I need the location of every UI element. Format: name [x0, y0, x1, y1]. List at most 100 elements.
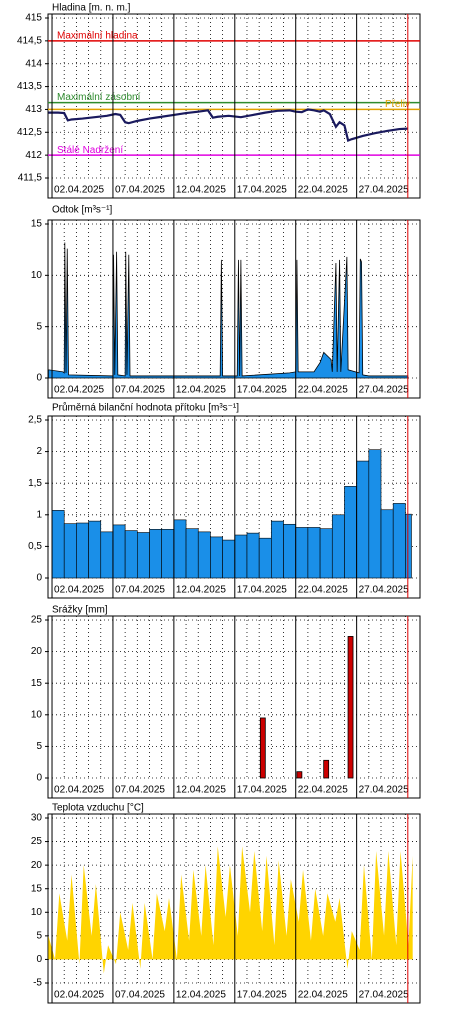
- reference-label: Maximální hladina: [57, 30, 138, 41]
- x-tick-label: 17.04.2025: [237, 785, 287, 796]
- bar: [295, 527, 309, 579]
- x-tick-label: 07.04.2025: [115, 585, 165, 596]
- x-tick-label: 27.04.2025: [359, 185, 409, 196]
- y-tick-label: 1: [36, 509, 42, 520]
- x-tick-label: 27.04.2025: [359, 990, 409, 1001]
- bar: [259, 717, 266, 779]
- chart-title: Průměrná bilanční hodnota přítoku [m³s⁻¹…: [52, 402, 239, 414]
- x-tick-label: 12.04.2025: [176, 185, 226, 196]
- bar: [271, 520, 284, 579]
- x-tick-label: 27.04.2025: [359, 785, 409, 796]
- area: [48, 846, 413, 974]
- plot-frame: [47, 415, 421, 599]
- x-tick-label: 07.04.2025: [115, 990, 165, 1001]
- x-tick-label: 17.04.2025: [237, 585, 287, 596]
- y-tick-label: 411,5: [18, 173, 43, 184]
- y-tick-label: 5: [36, 741, 42, 752]
- y-tick-label: 0,5: [28, 541, 42, 552]
- y-tick-label: 20: [31, 646, 43, 657]
- x-tick-label: 12.04.2025: [176, 990, 226, 1001]
- x-tick-label: 02.04.2025: [54, 385, 104, 396]
- y-tick-label: 415: [25, 13, 42, 24]
- y-tick-label: 2: [36, 446, 42, 457]
- x-tick-label: 17.04.2025: [237, 990, 287, 1001]
- plot-frame: [47, 219, 421, 399]
- x-tick-label: 07.04.2025: [115, 385, 165, 396]
- y-tick-label: 413: [25, 104, 42, 115]
- x-tick-label: 12.04.2025: [176, 785, 226, 796]
- y-tick-label: 414: [25, 58, 42, 69]
- bar: [137, 532, 150, 579]
- y-tick-label: 414,5: [17, 35, 42, 46]
- x-tick-label: 17.04.2025: [237, 385, 287, 396]
- y-tick-label: 15: [31, 219, 43, 230]
- bar: [258, 537, 272, 579]
- bar: [210, 536, 223, 579]
- bar: [197, 531, 211, 579]
- bar: [63, 523, 77, 579]
- bar: [283, 523, 297, 579]
- y-tick-label: 0: [36, 773, 42, 784]
- bar: [307, 527, 321, 579]
- x-tick-label: 27.04.2025: [359, 385, 409, 396]
- x-tick-label: 22.04.2025: [298, 990, 348, 1001]
- line: [48, 108, 408, 142]
- plot-frame: [47, 615, 421, 799]
- y-tick-label: 15: [31, 883, 43, 894]
- y-tick-label: 5: [36, 321, 42, 332]
- bar: [368, 449, 382, 579]
- bar: [149, 529, 162, 579]
- x-tick-label: 02.04.2025: [54, 785, 104, 796]
- bar: [356, 460, 370, 579]
- chart-title: Teplota vzduchu [°C]: [52, 803, 144, 814]
- area: [47, 242, 409, 379]
- bar: [405, 513, 412, 579]
- bar: [124, 530, 138, 579]
- y-tick-label: 20: [31, 860, 43, 871]
- reference-label: Stálé Nadržení: [57, 145, 123, 156]
- bar: [347, 636, 354, 779]
- y-tick-label: 15: [31, 678, 43, 689]
- x-tick-label: 27.04.2025: [359, 585, 409, 596]
- x-tick-label: 07.04.2025: [115, 185, 165, 196]
- reference-label: Maximální zásobní: [57, 92, 141, 103]
- plot-frame: [47, 813, 421, 1004]
- y-tick-label: 25: [31, 836, 43, 847]
- x-tick-label: 12.04.2025: [176, 385, 226, 396]
- bar: [100, 531, 114, 579]
- y-tick-label: 0: [36, 573, 42, 584]
- y-tick-label: 30: [31, 813, 43, 824]
- x-tick-label: 02.04.2025: [54, 185, 104, 196]
- bar: [222, 539, 236, 579]
- bar: [161, 529, 175, 579]
- bar: [51, 510, 65, 579]
- bar: [76, 522, 89, 579]
- x-tick-label: 12.04.2025: [176, 585, 226, 596]
- bar: [112, 524, 126, 579]
- chart-title: Hladina [m. n. m.]: [52, 3, 131, 14]
- y-tick-label: 10: [31, 270, 43, 281]
- bar: [88, 520, 102, 579]
- plot-frame: [47, 13, 421, 199]
- y-tick-label: 10: [31, 709, 43, 720]
- x-tick-label: 22.04.2025: [298, 185, 348, 196]
- y-tick-label: 25: [31, 615, 43, 626]
- bar: [185, 528, 199, 579]
- chart-title: Srážky [mm]: [52, 605, 108, 616]
- bar: [392, 503, 406, 579]
- y-tick-label: 412: [25, 150, 42, 161]
- x-tick-label: 22.04.2025: [298, 785, 348, 796]
- y-tick-label: 0: [36, 373, 42, 384]
- bar: [323, 759, 330, 779]
- y-tick-label: 5: [36, 930, 42, 941]
- y-tick-label: 412,5: [17, 127, 42, 138]
- y-tick-label: 413,5: [17, 81, 42, 92]
- bar: [296, 771, 303, 779]
- x-tick-label: 02.04.2025: [54, 990, 104, 1001]
- y-tick-label: 2,5: [28, 415, 42, 426]
- x-tick-label: 17.04.2025: [237, 185, 287, 196]
- y-tick-label: 0: [36, 954, 42, 965]
- x-tick-label: 22.04.2025: [298, 385, 348, 396]
- y-tick-label: 1,5: [28, 478, 42, 489]
